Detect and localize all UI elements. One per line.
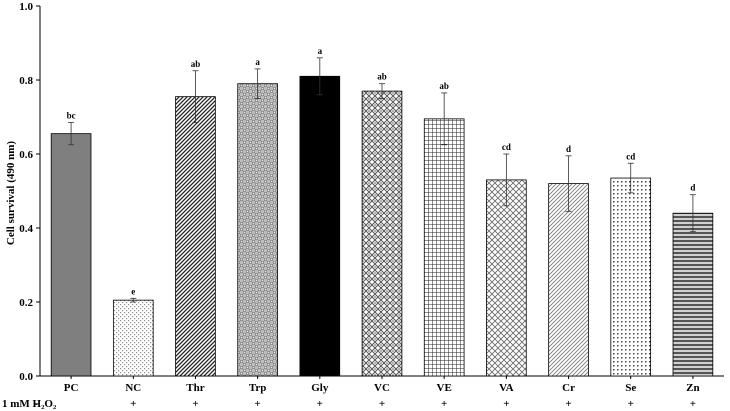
bar-cr bbox=[548, 183, 589, 377]
y-tick-label: 0.8 bbox=[19, 75, 33, 87]
treatment-sign: + bbox=[690, 398, 696, 410]
category-label: PC bbox=[64, 382, 79, 394]
significance-label: ab bbox=[377, 72, 387, 82]
treatment-sign: + bbox=[441, 398, 447, 410]
y-tick-label: 0.2 bbox=[19, 297, 33, 309]
significance-label: d bbox=[690, 183, 695, 193]
significance-label: a bbox=[318, 46, 323, 56]
bar-zn bbox=[672, 212, 714, 377]
bar-pc bbox=[50, 133, 92, 377]
y-tick-label: 0.6 bbox=[19, 149, 33, 161]
bar-ve bbox=[423, 118, 465, 377]
significance-label: a bbox=[255, 57, 260, 67]
significance-label: d bbox=[566, 144, 571, 154]
significance-label: ab bbox=[439, 81, 449, 91]
significance-label: ab bbox=[191, 59, 201, 69]
labels: bc PC - e NC + ab Thr + a Trp + a Gly + ab VC + ab VE + cd VA +… bbox=[34, 46, 699, 410]
category-label: Trp bbox=[249, 382, 267, 394]
significance-label: cd bbox=[626, 151, 635, 161]
treatment-sign: + bbox=[130, 398, 136, 410]
bar-trp bbox=[237, 83, 278, 377]
treatment-sign: - bbox=[34, 398, 38, 410]
category-label: VE bbox=[437, 382, 452, 394]
treatment-sign: + bbox=[254, 398, 260, 410]
bar-va bbox=[486, 179, 527, 377]
treatment-sign: + bbox=[565, 398, 571, 410]
significance-label: e bbox=[131, 286, 135, 296]
significance-label: bc bbox=[67, 111, 76, 121]
treatment-row-label: 1 mM H₂O₂ bbox=[2, 398, 57, 410]
category-label: VA bbox=[499, 382, 514, 394]
y-tick-label: 1.0 bbox=[19, 1, 33, 13]
treatment-sign: + bbox=[379, 398, 385, 410]
treatment-sign: + bbox=[192, 398, 198, 410]
y-tick-label: 0.4 bbox=[19, 223, 33, 235]
treatment-sign: + bbox=[317, 398, 323, 410]
bar-nc bbox=[112, 299, 154, 377]
bars bbox=[50, 57, 714, 377]
category-label: Cr bbox=[562, 382, 575, 394]
category-label: Zn bbox=[686, 382, 699, 394]
category-label: Se bbox=[625, 382, 636, 394]
bar-thr bbox=[175, 96, 216, 377]
category-label: Thr bbox=[186, 382, 204, 394]
y-axis-title: Cell survival (490 nm) bbox=[5, 141, 17, 246]
bar-vc bbox=[361, 90, 403, 377]
significance-label: cd bbox=[502, 142, 511, 152]
treatment-sign: + bbox=[628, 398, 634, 410]
category-label: NC bbox=[125, 382, 141, 394]
bar-se bbox=[610, 177, 652, 377]
y-tick-label: 0.0 bbox=[19, 371, 33, 383]
bar-gly bbox=[299, 75, 341, 377]
treatment-sign: + bbox=[503, 398, 509, 410]
axes: 0.0 0.2 0.4 0.6 0.8 1.0 bbox=[19, 1, 724, 383]
category-label: VC bbox=[374, 382, 390, 394]
category-label: Gly bbox=[311, 382, 329, 394]
